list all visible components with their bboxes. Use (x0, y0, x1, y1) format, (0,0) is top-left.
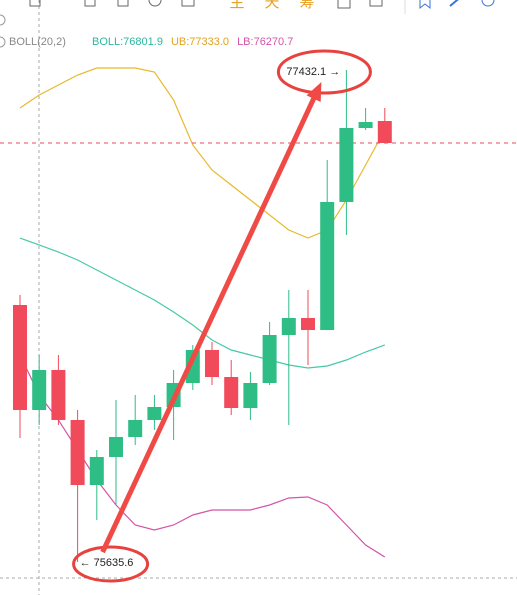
candle (109, 399, 123, 505)
candle-body (281, 318, 296, 335)
trend-arrow (100, 90, 320, 554)
candle-body (185, 350, 200, 384)
candle (70, 409, 85, 563)
toolbar-icon[interactable] (117, 0, 129, 7)
candle (243, 371, 258, 420)
annotation: ← 75635.6 (80, 557, 134, 569)
candle-body (224, 377, 239, 409)
toolbar-icon[interactable] (84, 0, 96, 7)
candle (32, 354, 47, 425)
candle (320, 160, 335, 331)
toolbar-icon[interactable] (481, 0, 495, 7)
annotation: 77432.1 → (286, 66, 340, 78)
candle-body (262, 334, 277, 384)
candle-body (339, 128, 354, 202)
candle (301, 289, 315, 366)
candle-body (205, 350, 219, 378)
candle (147, 394, 162, 431)
candle-body (377, 121, 392, 143)
toolbar-icon[interactable] (337, 0, 351, 9)
legend-item: UB:77333.0 (171, 36, 229, 48)
candle-body (358, 122, 373, 129)
toolbar-icon[interactable] (449, 0, 462, 7)
candle (339, 70, 354, 235)
candle-body (320, 201, 335, 331)
candle-body (89, 456, 104, 486)
highlight-ellipse (276, 49, 372, 95)
indicator-icon[interactable] (0, 36, 6, 48)
candle-body (13, 305, 27, 410)
toolbar-icon[interactable] (148, 0, 162, 7)
toolbar-icon[interactable] (419, 0, 431, 10)
toolbar-button[interactable]: 主 (229, 0, 244, 11)
toolbar-button[interactable]: 筹 (299, 0, 314, 11)
candle-body (243, 383, 258, 409)
candle (51, 354, 66, 425)
indicator-name: BOLL(20,2) (9, 36, 66, 48)
candle-body (128, 419, 143, 437)
candle (358, 107, 373, 131)
candle-body (32, 369, 47, 410)
highlight-ellipse (72, 545, 150, 583)
candle (262, 322, 277, 386)
candle (128, 394, 143, 445)
toolbar-button[interactable]: 天 (264, 0, 279, 11)
indicator-icon[interactable] (0, 14, 6, 26)
candle (281, 289, 296, 425)
legend-item: LB:76270.7 (237, 36, 293, 48)
candle (89, 450, 104, 521)
candle-body (70, 419, 85, 486)
candle (224, 360, 239, 415)
toolbar (29, 0, 495, 14)
toolbar-icon[interactable] (369, 0, 383, 7)
candle-body (51, 369, 66, 420)
candle-body (147, 407, 162, 420)
candle (377, 107, 392, 143)
legend-item: BOLL:76801.9 (92, 36, 163, 48)
candle-body (301, 318, 315, 331)
candle (13, 295, 27, 439)
toolbar-icon[interactable] (181, 0, 195, 7)
trend-arrow-head (306, 82, 322, 102)
candle-body (109, 436, 123, 457)
candle (205, 342, 219, 386)
toolbar-icon[interactable] (29, 0, 41, 7)
